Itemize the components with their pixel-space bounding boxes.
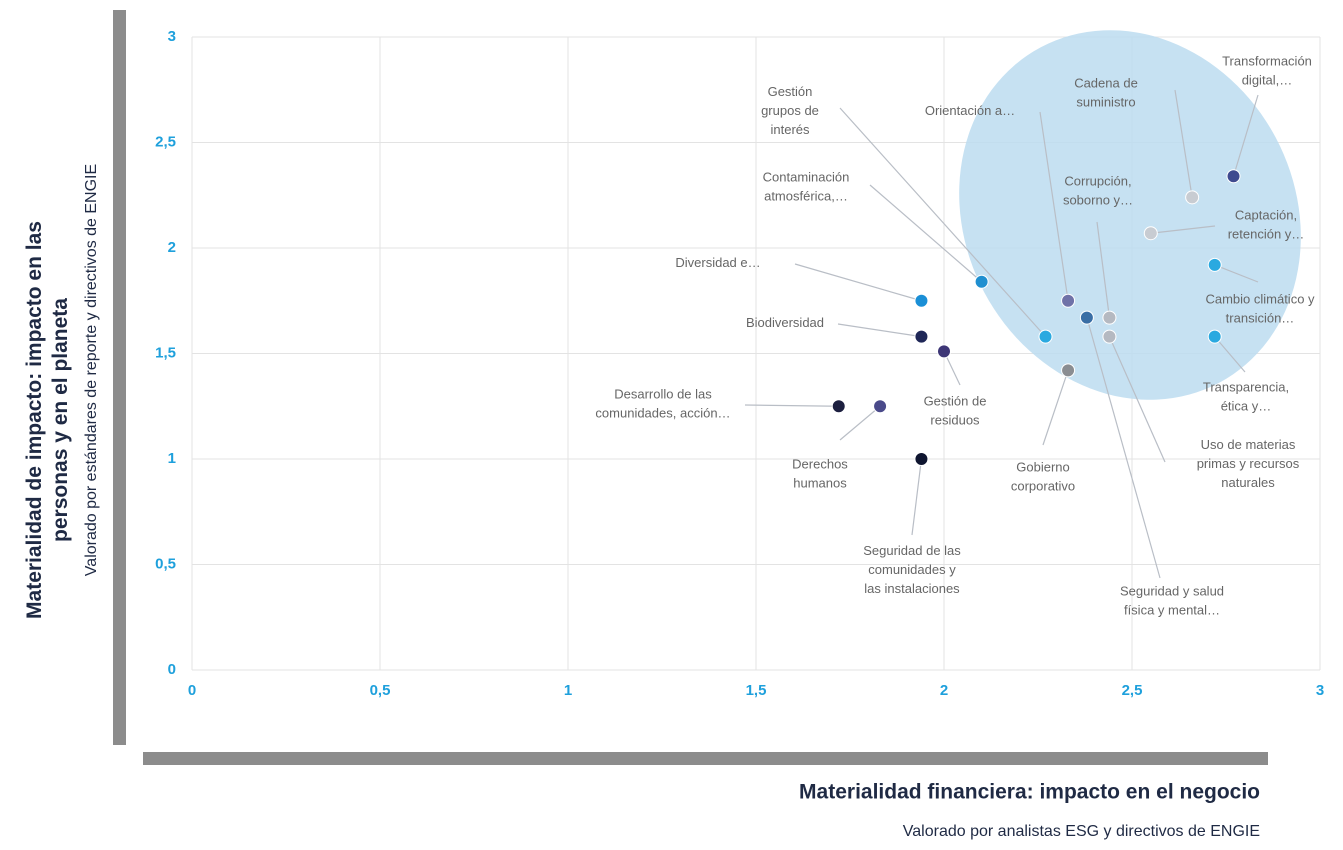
leader-line [744, 404, 839, 407]
point-label: Uso de materias primas y recursos naturale… [1197, 437, 1300, 490]
leader-line [1232, 94, 1259, 177]
point-label: Transformación digital,… [1222, 54, 1312, 88]
point [914, 293, 929, 308]
point [914, 329, 929, 344]
x-tick-label: 0 [188, 682, 196, 699]
leader-line [1096, 221, 1111, 318]
x-tick-label: 1,5 [746, 682, 767, 699]
leader-line [1214, 336, 1246, 373]
point [1038, 329, 1053, 344]
point-label: Orientación a… [925, 103, 1015, 118]
y-tick-label: 2 [168, 239, 176, 256]
point-label: Contaminación atmosférica,… [763, 170, 850, 204]
y-tick-label: 3 [168, 28, 176, 45]
point [873, 399, 888, 414]
leader-line [1042, 370, 1069, 446]
x-tick-label: 2 [940, 682, 948, 699]
point-label: Desarrollo de las comunidades, acción… [595, 387, 730, 421]
point [1061, 293, 1076, 308]
x-tick-label: 2,5 [1122, 682, 1143, 699]
x-axis-bar [143, 752, 1268, 765]
leader-line [794, 263, 922, 302]
point [1143, 226, 1158, 241]
point [1102, 310, 1117, 325]
leader-line [839, 107, 1046, 338]
x-tick-label: 3 [1316, 682, 1324, 699]
point-label: Derechos humanos [792, 457, 848, 491]
x-tick-label: 0,5 [370, 682, 391, 699]
leader-line [837, 323, 922, 338]
y-tick-label: 1,5 [155, 344, 176, 361]
leader-line [911, 458, 923, 536]
point [1079, 310, 1094, 325]
y-tick-label: 0 [168, 661, 176, 678]
point [1207, 329, 1222, 344]
point [1102, 329, 1117, 344]
point-label: Seguridad y salud física y mental… [1120, 584, 1224, 618]
point-label: Gestión de residuos [924, 394, 987, 428]
y-tick-label: 0,5 [155, 555, 176, 572]
leader-line [869, 184, 982, 283]
leader-line [1086, 317, 1161, 579]
highlight-ellipse [959, 30, 1301, 400]
point-label: Gestión grupos de interés [761, 84, 819, 137]
point [914, 452, 929, 466]
y-axis-subtitle: Valorado por estándares de reporte y dir… [83, 164, 100, 576]
point-label: Corrupción, soborno y… [1063, 174, 1133, 208]
point [831, 399, 846, 414]
point-label: Gobierno corporativo [1011, 460, 1075, 494]
point-label: Cambio climático y transición… [1205, 292, 1315, 326]
point [1185, 190, 1200, 205]
point-label: Captación, retención y… [1228, 208, 1305, 242]
leader-line [839, 405, 881, 441]
point [974, 274, 989, 289]
x-tick-label: 1 [564, 682, 572, 699]
y-axis-bar [113, 10, 126, 745]
leader-line [1174, 89, 1193, 198]
leader-line [1150, 225, 1216, 234]
y-tick-label: 1 [168, 450, 176, 467]
leader-line [1108, 336, 1166, 463]
leader-line [1039, 111, 1069, 301]
point [1061, 363, 1076, 378]
y-tick-label: 2,5 [155, 133, 176, 150]
y-axis-title: Materialidad de impacto: impacto en las p… [23, 221, 72, 619]
point-label: Transparencia, ética y… [1203, 380, 1289, 414]
leader-line [1214, 264, 1259, 283]
point [937, 344, 951, 359]
x-axis-subtitle: Valorado por analistas ESG y directivos … [903, 823, 1260, 840]
point-label: Seguridad de las comunidades y las instala… [863, 543, 961, 596]
point-label: Biodiversidad [746, 315, 824, 330]
point [1226, 169, 1241, 184]
point-label: Cadena de suministro [1074, 76, 1138, 110]
point [1207, 257, 1222, 272]
x-axis-title: Materialidad financiera: impacto en el n… [799, 781, 1260, 804]
point-label: Diversidad e… [675, 255, 760, 270]
